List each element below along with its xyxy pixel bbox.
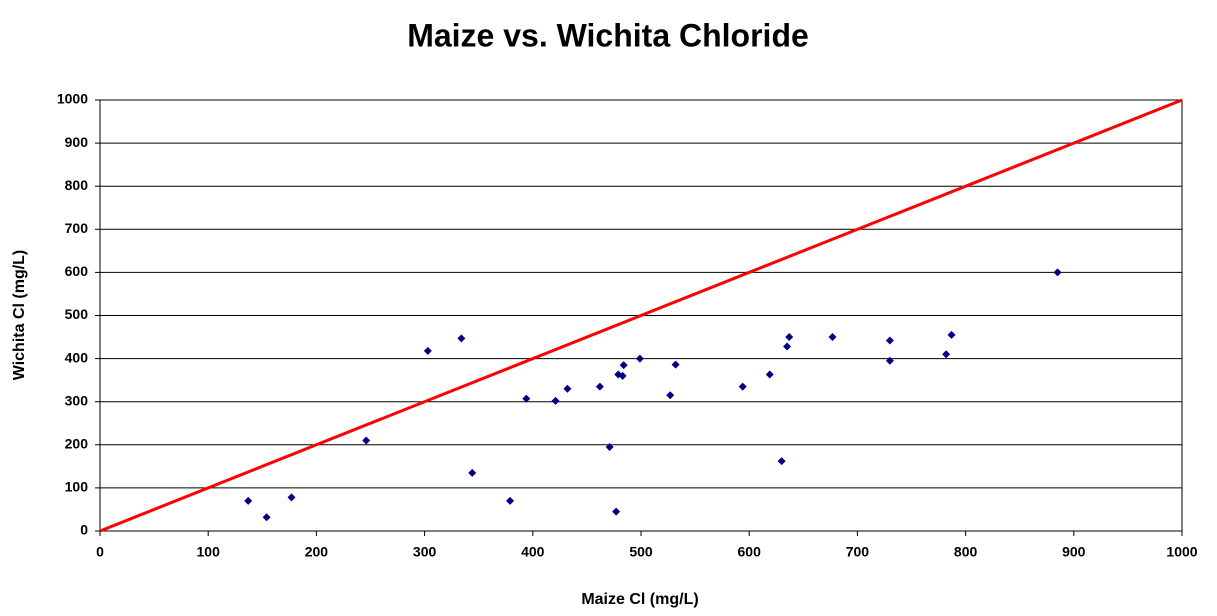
x-tick-label: 800 — [954, 544, 978, 560]
point — [618, 371, 627, 380]
x-tick-label: 900 — [1062, 544, 1086, 560]
point — [551, 396, 560, 405]
point — [362, 436, 371, 445]
x-tick-label: 200 — [305, 544, 329, 560]
x-tick-label: 500 — [629, 544, 653, 560]
point — [635, 354, 644, 363]
x-tick-label: 400 — [521, 544, 545, 560]
y-tick-label: 0 — [80, 522, 88, 538]
y-tick-label: 900 — [65, 134, 89, 150]
point — [885, 336, 894, 345]
point — [287, 493, 296, 502]
point — [1053, 268, 1062, 277]
point — [765, 370, 774, 379]
y-tick-label: 500 — [65, 306, 89, 322]
point — [423, 346, 432, 355]
y-tick-label: 1000 — [57, 91, 88, 107]
y-tick-label: 200 — [65, 436, 89, 452]
point — [783, 342, 792, 351]
point — [738, 382, 747, 391]
point — [457, 334, 466, 343]
point — [262, 513, 271, 522]
y-tick-label: 600 — [65, 263, 89, 279]
point — [468, 468, 477, 477]
point — [244, 496, 253, 505]
x-tick-label: 1000 — [1166, 544, 1197, 560]
y-tick-label: 800 — [65, 177, 89, 193]
point — [777, 457, 786, 466]
x-tick-label: 100 — [197, 544, 221, 560]
y-tick-label: 300 — [65, 392, 89, 408]
point — [605, 442, 614, 451]
point — [666, 391, 675, 400]
point — [942, 350, 951, 359]
point — [612, 507, 621, 516]
line — [99, 98, 1183, 533]
x-tick-label: 600 — [738, 544, 762, 560]
point — [828, 333, 837, 342]
x-tick-label: 300 — [413, 544, 437, 560]
point — [671, 360, 680, 369]
x-tick-label: 0 — [96, 544, 104, 560]
point — [506, 496, 515, 505]
y-tick-label: 700 — [65, 220, 89, 236]
point — [522, 394, 531, 403]
y-axis-label: Wichita Cl (mg/L) — [11, 250, 28, 381]
point — [563, 384, 572, 393]
x-axis-label: Maize Cl (mg/L) — [581, 591, 698, 608]
point — [619, 361, 628, 370]
point — [595, 382, 604, 391]
plot-border — [99, 99, 1183, 532]
point — [785, 333, 794, 342]
y-tick-label: 400 — [65, 349, 89, 365]
x-tick-label: 700 — [846, 544, 870, 560]
chart-title: Maize vs. Wichita Chloride — [407, 17, 809, 53]
point — [885, 356, 894, 365]
point — [947, 330, 956, 339]
y-tick-label: 100 — [65, 479, 89, 495]
